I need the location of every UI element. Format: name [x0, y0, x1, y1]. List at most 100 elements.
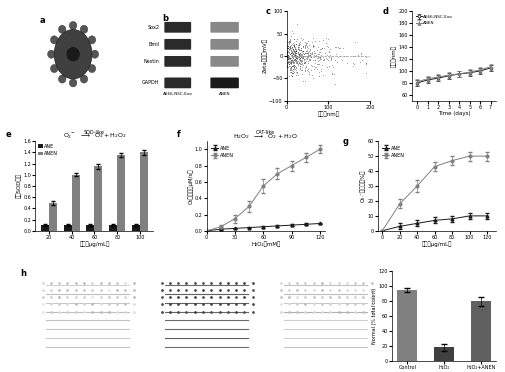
Point	[321, 51, 329, 57]
Point	[295, 51, 304, 57]
Point	[291, 60, 299, 65]
Point	[294, 56, 302, 62]
Point	[287, 44, 295, 50]
Point	[299, 57, 308, 63]
Point	[322, 52, 330, 58]
Y-axis label: Normal (% total count): Normal (% total count)	[372, 288, 377, 344]
Point	[302, 48, 311, 54]
Point	[296, 45, 305, 51]
Circle shape	[59, 75, 66, 83]
Point	[282, 49, 290, 55]
Point	[302, 44, 311, 50]
Point	[300, 44, 308, 50]
Point	[327, 53, 335, 59]
Bar	[132, 225, 140, 231]
Point	[286, 55, 294, 61]
Point	[288, 67, 296, 73]
Point	[289, 41, 297, 47]
Point	[289, 46, 297, 52]
Point	[292, 46, 300, 52]
Point	[294, 51, 302, 57]
Point	[286, 50, 294, 56]
Point	[321, 35, 329, 41]
Point	[301, 59, 309, 65]
Point	[288, 54, 296, 60]
Point	[284, 61, 292, 67]
Point	[284, 47, 292, 53]
Point	[289, 36, 297, 42]
Point	[285, 44, 293, 49]
Text: SOD-like: SOD-like	[84, 130, 105, 135]
Point	[300, 42, 309, 48]
Point	[287, 45, 295, 51]
Point	[290, 53, 298, 59]
Point	[286, 57, 294, 62]
Point	[288, 73, 296, 79]
Point	[350, 39, 359, 45]
Point	[284, 60, 292, 66]
Point	[291, 50, 299, 56]
Point	[300, 53, 308, 59]
Point	[299, 44, 307, 50]
Point	[286, 60, 294, 66]
Point	[302, 50, 310, 56]
Point	[289, 65, 297, 71]
Point	[307, 54, 315, 60]
Point	[289, 68, 297, 74]
Point	[283, 51, 291, 57]
Point	[283, 56, 291, 62]
Point	[288, 58, 296, 64]
Point	[322, 64, 330, 70]
Point	[292, 58, 300, 64]
Point	[288, 63, 296, 69]
Point	[309, 42, 317, 48]
Point	[296, 59, 304, 65]
Point	[288, 49, 296, 55]
Point	[285, 46, 293, 52]
Point	[288, 70, 296, 76]
Point	[304, 52, 312, 58]
Point	[295, 60, 304, 66]
Point	[313, 55, 321, 61]
Text: ANEN: ANEN	[219, 92, 230, 96]
Point	[310, 57, 318, 63]
Point	[358, 57, 366, 63]
Point	[287, 70, 295, 76]
Point	[292, 70, 300, 76]
Point	[286, 67, 294, 73]
Point	[307, 39, 315, 45]
Point	[289, 56, 297, 62]
Bar	[48, 203, 57, 231]
Point	[284, 39, 292, 45]
Point	[284, 53, 292, 59]
X-axis label: H₂O₂（mM）: H₂O₂（mM）	[250, 241, 280, 247]
Point	[284, 41, 292, 47]
Point	[288, 48, 296, 54]
Point	[286, 48, 294, 54]
Point	[292, 54, 300, 60]
Point	[283, 63, 291, 69]
Point	[302, 54, 310, 60]
Point	[290, 52, 298, 58]
Point	[314, 51, 322, 57]
Point	[295, 59, 303, 65]
Point	[322, 43, 330, 49]
Point	[287, 72, 295, 78]
Point	[285, 53, 293, 59]
Point	[287, 57, 295, 63]
Point	[282, 55, 290, 61]
Point	[292, 21, 300, 27]
Point	[348, 60, 356, 66]
Bar	[470, 301, 490, 361]
Point	[300, 68, 309, 74]
Point	[291, 72, 299, 78]
Point	[287, 57, 295, 63]
Point	[291, 55, 299, 61]
Point	[306, 58, 314, 64]
Point	[285, 45, 293, 51]
Point	[286, 36, 294, 42]
Point	[289, 50, 297, 56]
Point	[309, 35, 317, 41]
Point	[306, 51, 314, 57]
Point	[330, 81, 338, 87]
